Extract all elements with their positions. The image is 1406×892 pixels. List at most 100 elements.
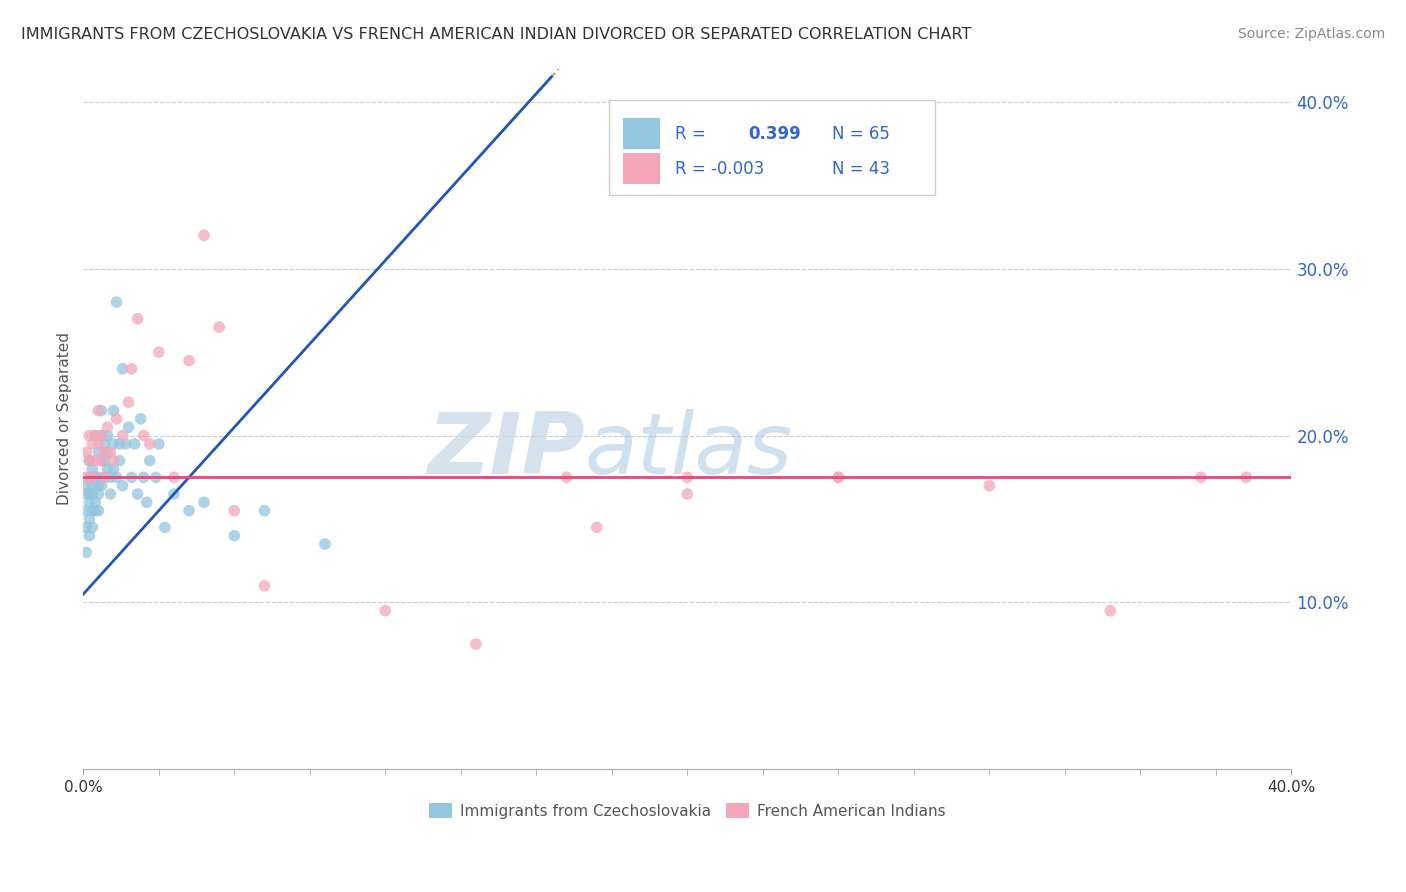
Point [87,437,110,451]
Point [193,228,215,243]
Point [75,445,97,459]
Point [127,311,149,326]
Point [84,495,107,509]
Point [79,470,101,484]
Point [105,295,128,310]
Point [111,428,134,442]
Point [82,520,104,534]
Point [253,504,276,518]
Point [208,320,231,334]
Point [79,428,101,442]
Point [93,470,115,484]
Point [87,504,110,518]
Point [163,470,186,484]
Point [100,487,122,501]
Point [676,470,699,484]
Point [82,462,104,476]
Point [75,520,97,534]
Text: R =: R = [675,125,706,143]
Point [1234,470,1257,484]
Text: atlas: atlas [585,409,793,492]
Point [87,478,110,492]
Point [96,428,118,442]
Point [87,487,110,501]
Point [177,504,200,518]
Point [224,529,246,543]
Point [111,362,134,376]
Point [100,445,122,459]
Point [117,420,139,434]
Text: ZIP: ZIP [427,409,585,492]
Point [75,478,97,492]
Point [84,504,107,518]
Point [139,437,162,451]
Point [1189,470,1212,484]
Point [82,470,104,484]
Point [105,412,128,426]
Point [124,437,146,451]
Point [117,395,139,409]
Point [82,437,104,451]
Text: N = 43: N = 43 [832,160,890,178]
Text: Source: ZipAtlas.com: Source: ZipAtlas.com [1237,27,1385,41]
Point [145,470,167,484]
FancyBboxPatch shape [609,100,935,194]
Point [121,362,143,376]
Point [90,453,112,467]
Point [84,428,107,442]
Point [676,487,699,501]
Point [82,470,104,484]
Point [82,504,104,518]
FancyBboxPatch shape [623,153,659,184]
Legend: Immigrants from Czechoslovakia, French American Indians: Immigrants from Czechoslovakia, French A… [423,797,952,825]
Point [108,453,131,467]
Point [87,445,110,459]
Point [108,437,131,451]
Point [827,470,849,484]
Point [148,345,170,359]
Point [79,495,101,509]
Point [90,403,112,417]
Point [96,462,118,476]
Point [135,495,157,509]
Point [121,470,143,484]
Point [139,453,162,467]
Point [103,453,125,467]
Point [90,453,112,467]
Point [132,428,155,442]
Point [75,545,97,559]
Point [314,537,336,551]
Point [93,445,115,459]
Point [84,453,107,467]
Point [374,604,396,618]
Point [87,470,110,484]
Point [1099,604,1122,618]
Point [79,529,101,543]
Text: 0.399: 0.399 [748,125,800,143]
Point [105,470,128,484]
Point [93,437,115,451]
Point [90,428,112,442]
Point [75,504,97,518]
Point [163,487,186,501]
Text: N = 65: N = 65 [832,125,890,143]
Point [79,453,101,467]
Point [96,420,118,434]
Point [93,453,115,467]
Point [84,428,107,442]
Point [193,495,215,509]
Y-axis label: Divorced or Separated: Divorced or Separated [58,333,72,506]
Point [129,412,152,426]
Text: R = -0.003: R = -0.003 [675,160,765,178]
Point [84,470,107,484]
Point [585,520,607,534]
Point [103,462,125,476]
Point [100,470,122,484]
Point [224,504,246,518]
Point [114,437,136,451]
Point [148,437,170,451]
Point [93,470,115,484]
Point [132,470,155,484]
Point [555,470,578,484]
Point [153,520,176,534]
